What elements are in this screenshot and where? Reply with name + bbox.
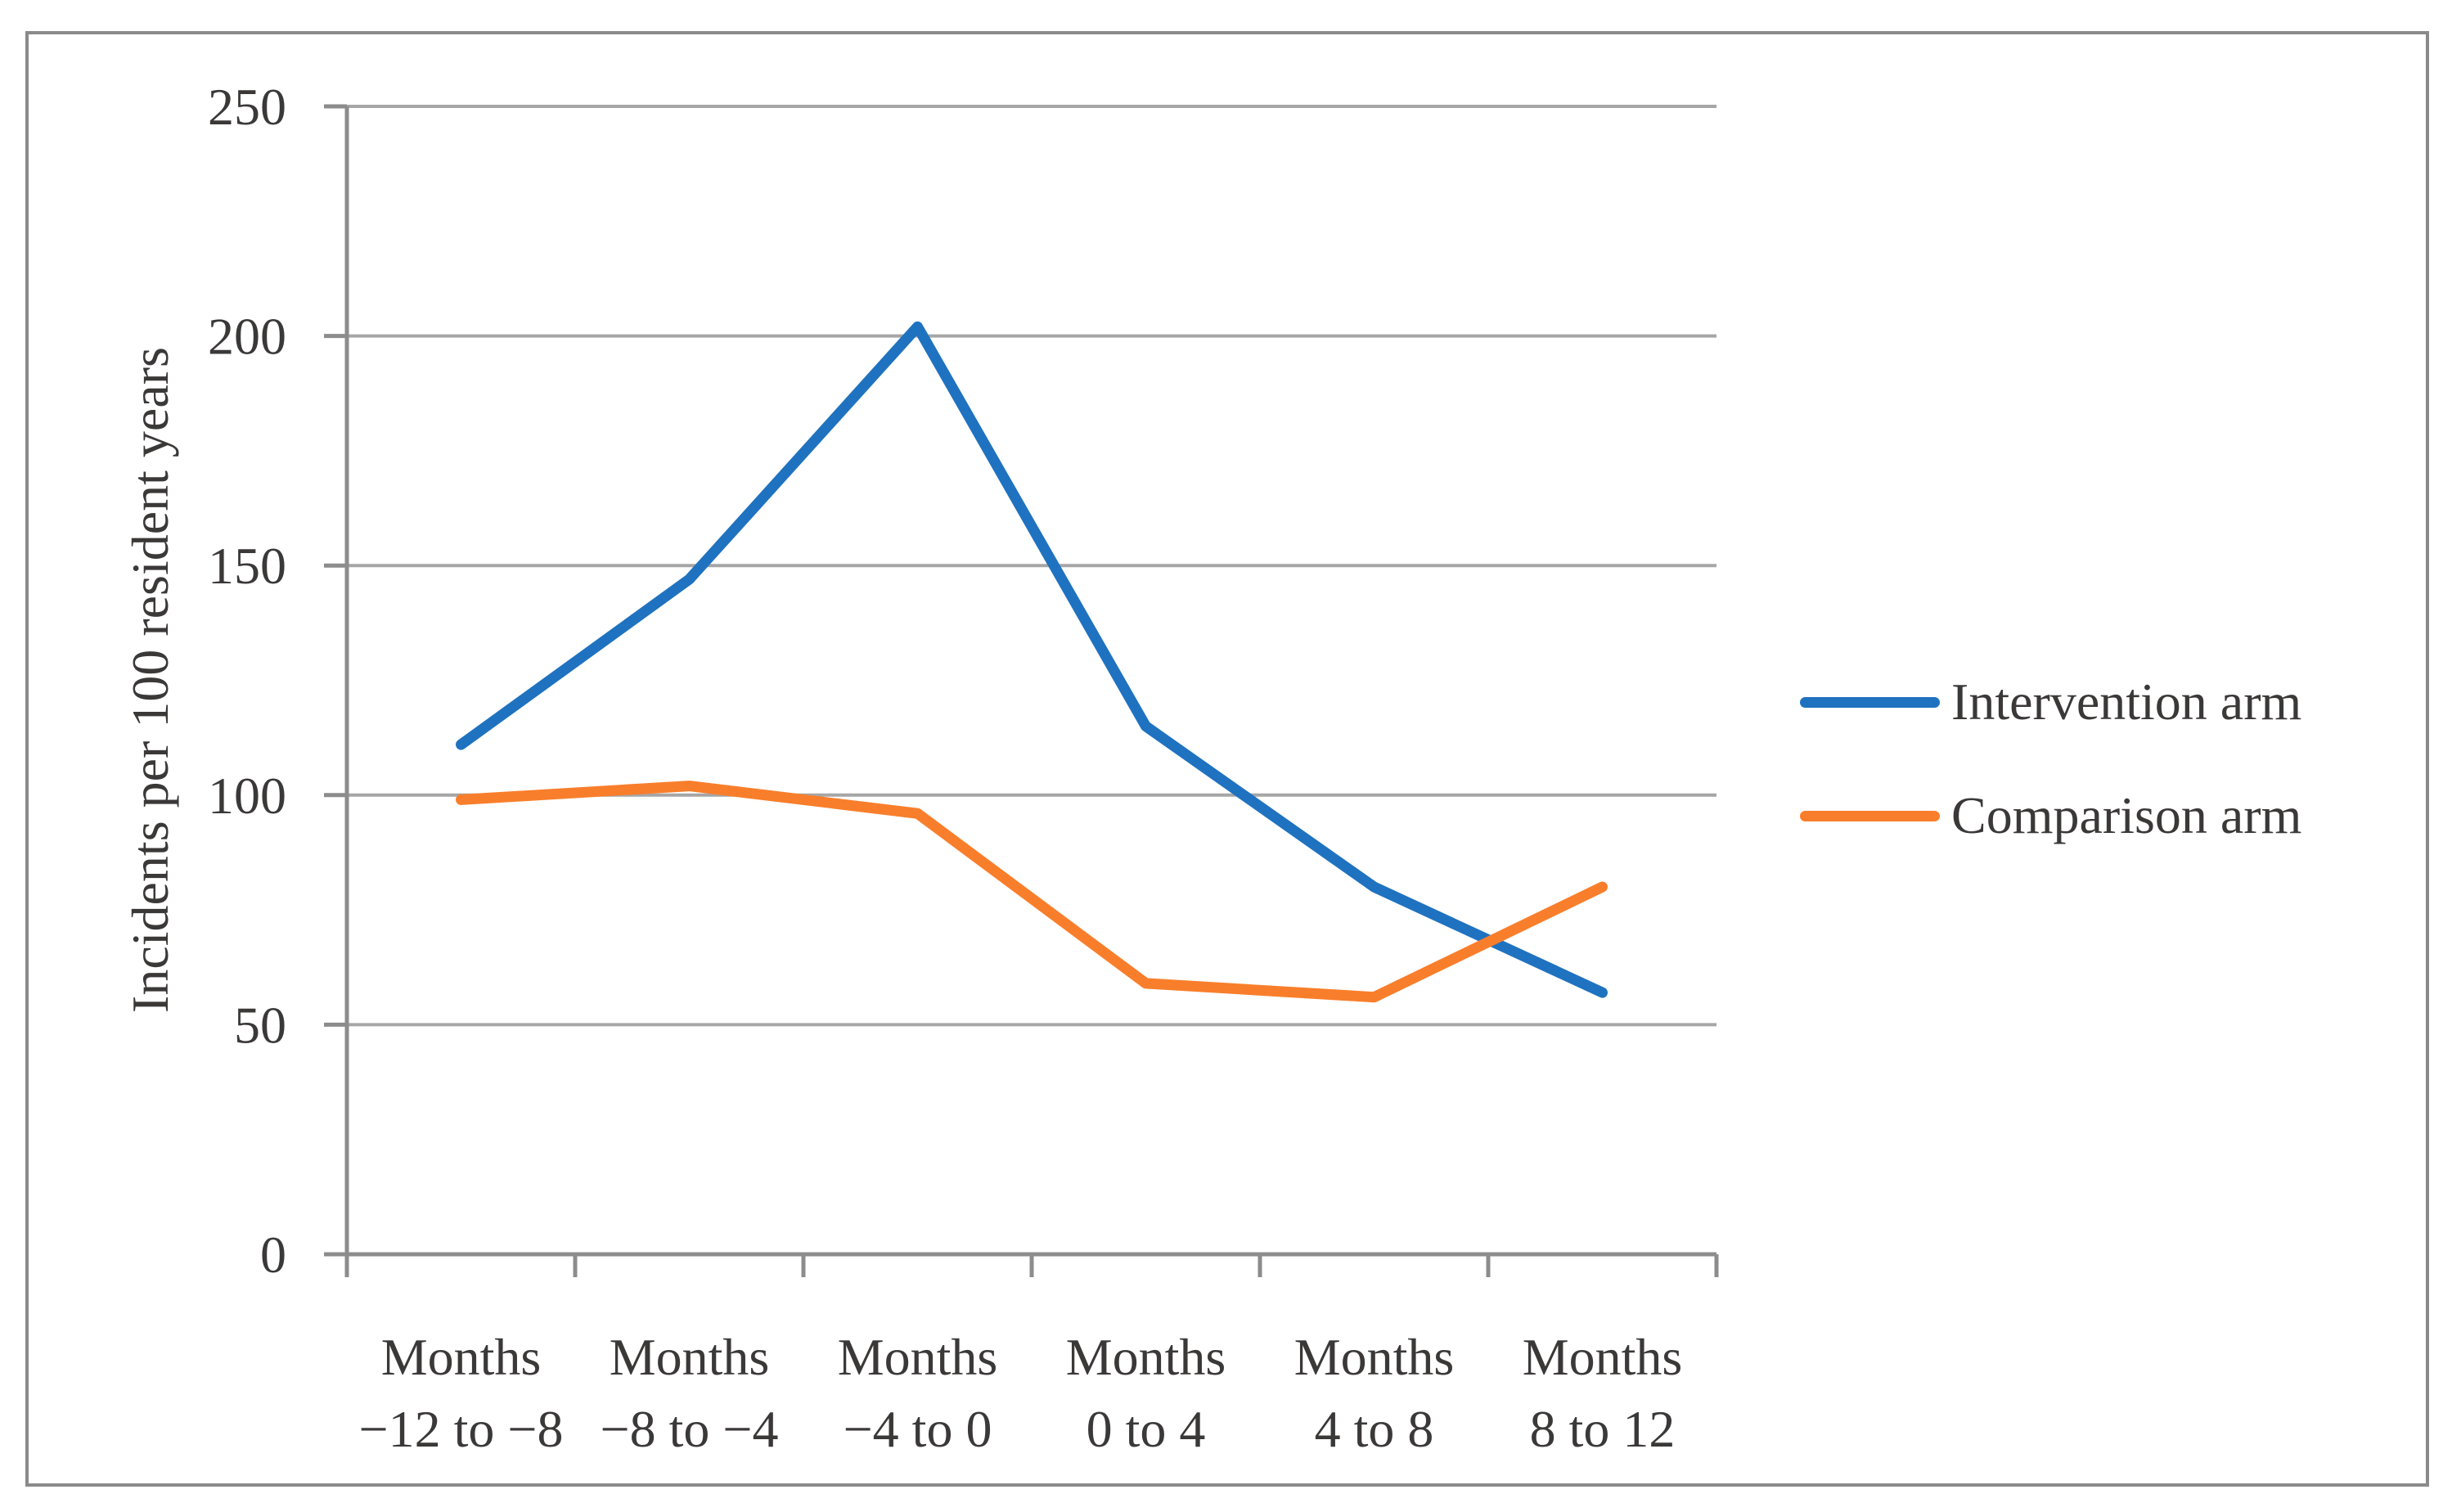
y-tick-label: 250	[208, 78, 286, 136]
y-axis-title: Incidents per 100 resident years	[121, 347, 179, 1013]
legend-label-intervention: Intervention arm	[1951, 673, 2302, 731]
x-category-label: Months −12 to −8	[359, 1328, 564, 1458]
legend-label-comparison: Comparison arm	[1951, 786, 2302, 844]
x-category-label: Months 8 to 12	[1523, 1328, 1683, 1458]
x-category-label: Months 4 to 8	[1294, 1328, 1455, 1458]
x-category-label: Months −8 to −4	[601, 1328, 779, 1458]
x-category-label: Months 0 to 4	[1066, 1328, 1226, 1458]
y-tick-label: 200	[208, 308, 286, 366]
y-tick-label: 100	[208, 767, 286, 825]
legend-item-comparison: Comparison arm	[1800, 787, 2301, 844]
x-category-label: Months −4 to 0	[838, 1328, 998, 1458]
y-tick-label: 50	[234, 996, 286, 1054]
legend-line-comparison-icon	[1800, 810, 1940, 821]
series-line-comparison-arm	[456, 781, 1608, 1003]
series-line-intervention-arm	[456, 321, 1608, 998]
legend-item-intervention: Intervention arm	[1800, 673, 2301, 731]
y-tick-label: 150	[208, 537, 286, 595]
chart-frame	[25, 31, 2429, 1487]
y-tick-label: 0	[260, 1226, 286, 1284]
legend-line-intervention-icon	[1800, 696, 1940, 708]
